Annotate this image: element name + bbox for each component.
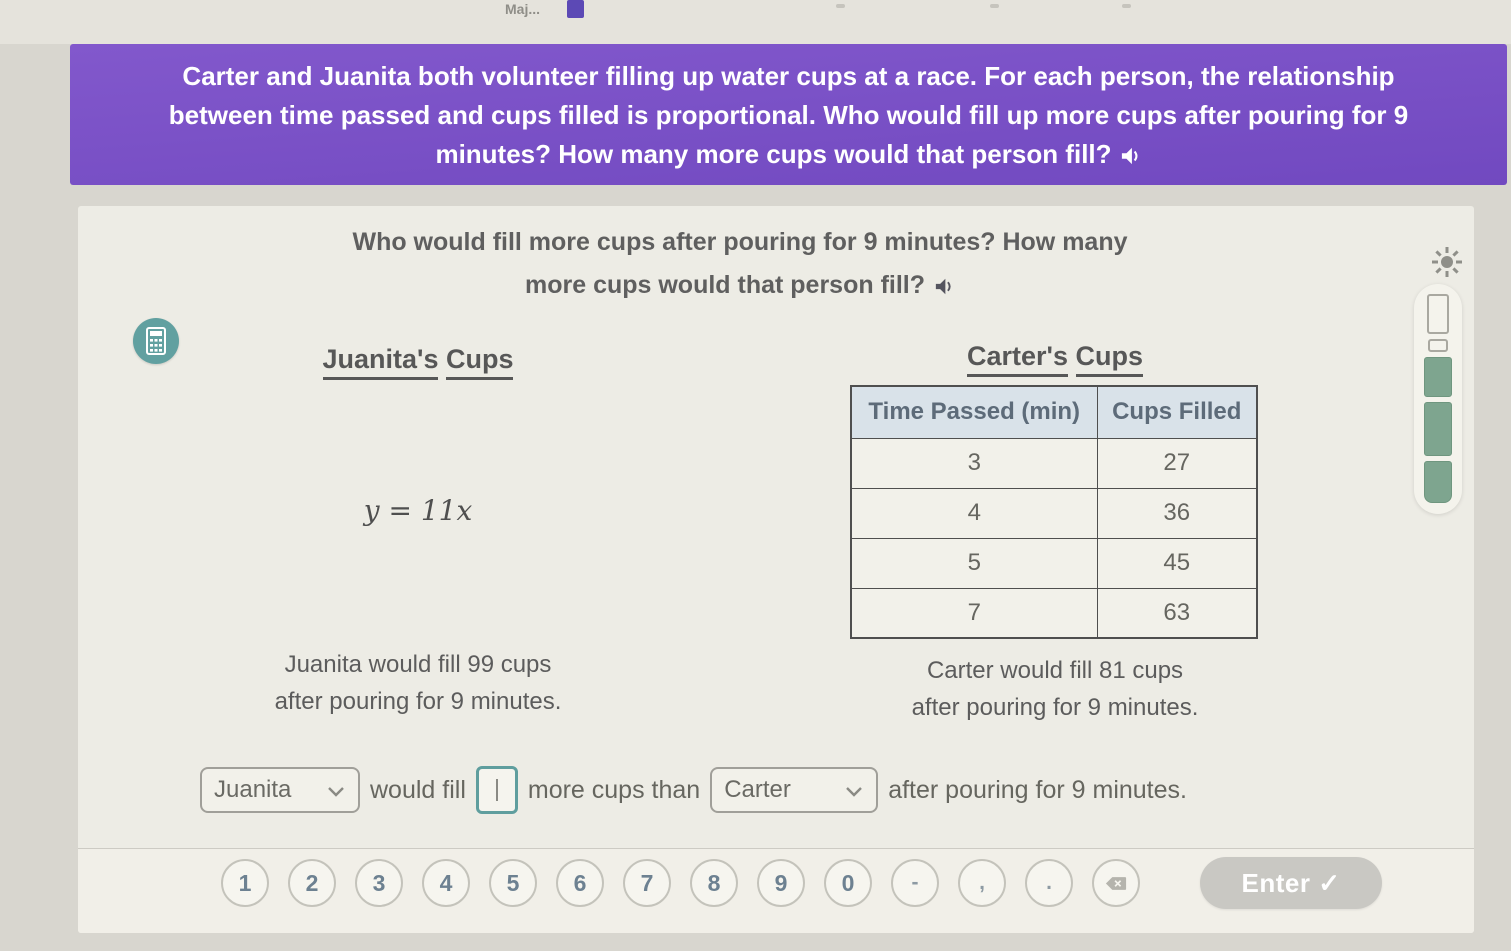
progress-segment-filled: [1424, 402, 1452, 456]
answer-text-would-fill: would fill: [370, 775, 466, 804]
toolbar-mark: [990, 4, 999, 8]
juanita-equation: y = 11x: [363, 494, 473, 527]
juanita-caption-line1: Juanita would fill 99 cups: [284, 651, 552, 678]
chevron-down-icon: [328, 776, 344, 804]
person-dropdown-1-value: Juanita: [214, 776, 292, 803]
carter-heading-word1: Carter's: [967, 341, 1068, 377]
enter-button[interactable]: Enter ✓: [1200, 857, 1382, 909]
answer-text-after: after pouring for 9 minutes.: [888, 775, 1187, 804]
progress-segment-empty: [1428, 339, 1448, 352]
person-dropdown-2[interactable]: Carter: [710, 767, 879, 813]
key-8[interactable]: 8: [690, 859, 738, 907]
person-dropdown-1[interactable]: Juanita: [200, 767, 360, 813]
problem-banner: Carter and Juanita both volunteer fillin…: [70, 44, 1507, 185]
main-panel: Who would fill more cups after pouring f…: [78, 206, 1474, 933]
answer-input-wrap: [475, 766, 518, 814]
question-line2: more cups would that person fill?: [524, 271, 926, 299]
answer-text-more-cups-than: more cups than: [527, 775, 701, 804]
speaker-icon[interactable]: [1120, 138, 1142, 177]
juanita-caption-line2: after pouring for 9 minutes.: [274, 688, 562, 715]
key-2[interactable]: 2: [288, 859, 336, 907]
table-row: 3 27: [850, 437, 1258, 489]
carter-caption-line2: after pouring for 9 minutes.: [911, 694, 1199, 721]
backspace-icon[interactable]: [1092, 859, 1140, 907]
carter-heading-word2: Cups: [1075, 341, 1143, 377]
table-cell: 36: [1096, 487, 1258, 539]
progress-segment-filled: [1424, 357, 1452, 397]
question-text: Who would fill more cups after pouring f…: [78, 221, 1474, 310]
carter-caption: Carter would fill 81 cups after pouring …: [835, 652, 1275, 726]
key-period[interactable]: .: [1025, 859, 1073, 907]
table-cell: 3: [850, 437, 1098, 489]
chevron-down-icon: [846, 776, 863, 804]
table-header-row: Time Passed (min) Cups Filled: [850, 385, 1258, 439]
key-5[interactable]: 5: [489, 859, 537, 907]
table-header-cups: Cups Filled: [1096, 385, 1258, 439]
person-dropdown-2-value: Carter: [724, 776, 791, 803]
text-cursor: [495, 779, 498, 801]
key-7[interactable]: 7: [623, 859, 671, 907]
juanita-heading-word2: Cups: [445, 344, 514, 380]
key-minus[interactable]: -: [891, 859, 939, 907]
progress-tracker: [1414, 284, 1462, 514]
numpad: 1 2 3 4 5 6 7 8 9 0 - , .: [221, 859, 1140, 907]
toolbar-mark: [1122, 4, 1131, 8]
juanita-caption: Juanita would fill 99 cups after pouring…: [198, 646, 638, 720]
toolbar-purple-chip: [567, 0, 584, 18]
table-row: 4 36: [850, 487, 1258, 539]
cups-difference-input[interactable]: [475, 766, 518, 814]
sun-icon: [1431, 246, 1463, 283]
table-cell: 5: [850, 537, 1098, 589]
table-cell: 45: [1096, 537, 1258, 589]
key-9[interactable]: 9: [757, 859, 805, 907]
carter-caption-line1: Carter would fill 81 cups: [926, 657, 1184, 684]
calculator-icon[interactable]: [133, 318, 179, 364]
key-6[interactable]: 6: [556, 859, 604, 907]
table-cell: 4: [850, 487, 1098, 539]
table-cell: 63: [1096, 587, 1258, 639]
answer-sentence: Juanita would fill more cups than Carter…: [200, 766, 1187, 814]
juanita-heading-word1: Juanita's: [322, 344, 439, 380]
key-4[interactable]: 4: [422, 859, 470, 907]
question-line1: Who would fill more cups after pouring f…: [352, 228, 1128, 256]
table-cell: 7: [850, 587, 1098, 639]
juanita-heading: Juanita's Cups: [198, 344, 638, 380]
speaker-icon[interactable]: [934, 267, 955, 310]
table-row: 5 45: [850, 537, 1258, 589]
carter-heading: Carter's Cups: [835, 341, 1275, 377]
top-toolbar-strip: Maj...: [0, 0, 1511, 44]
table-row: 7 63: [850, 587, 1258, 639]
progress-segment-empty: [1427, 294, 1449, 334]
problem-banner-text: Carter and Juanita both volunteer fillin…: [168, 61, 1409, 169]
toolbar-partial-text: Maj...: [505, 1, 541, 17]
numpad-strip: 1 2 3 4 5 6 7 8 9 0 - , . Enter ✓: [78, 848, 1474, 933]
table-cell: 27: [1096, 437, 1258, 489]
key-0[interactable]: 0: [824, 859, 872, 907]
key-3[interactable]: 3: [355, 859, 403, 907]
table-header-time: Time Passed (min): [850, 385, 1098, 439]
key-comma[interactable]: ,: [958, 859, 1006, 907]
key-1[interactable]: 1: [221, 859, 269, 907]
toolbar-mark: [836, 4, 845, 8]
progress-segment-filled: [1424, 461, 1452, 503]
carter-table: Time Passed (min) Cups Filled 3 27 4 36 …: [850, 385, 1258, 639]
